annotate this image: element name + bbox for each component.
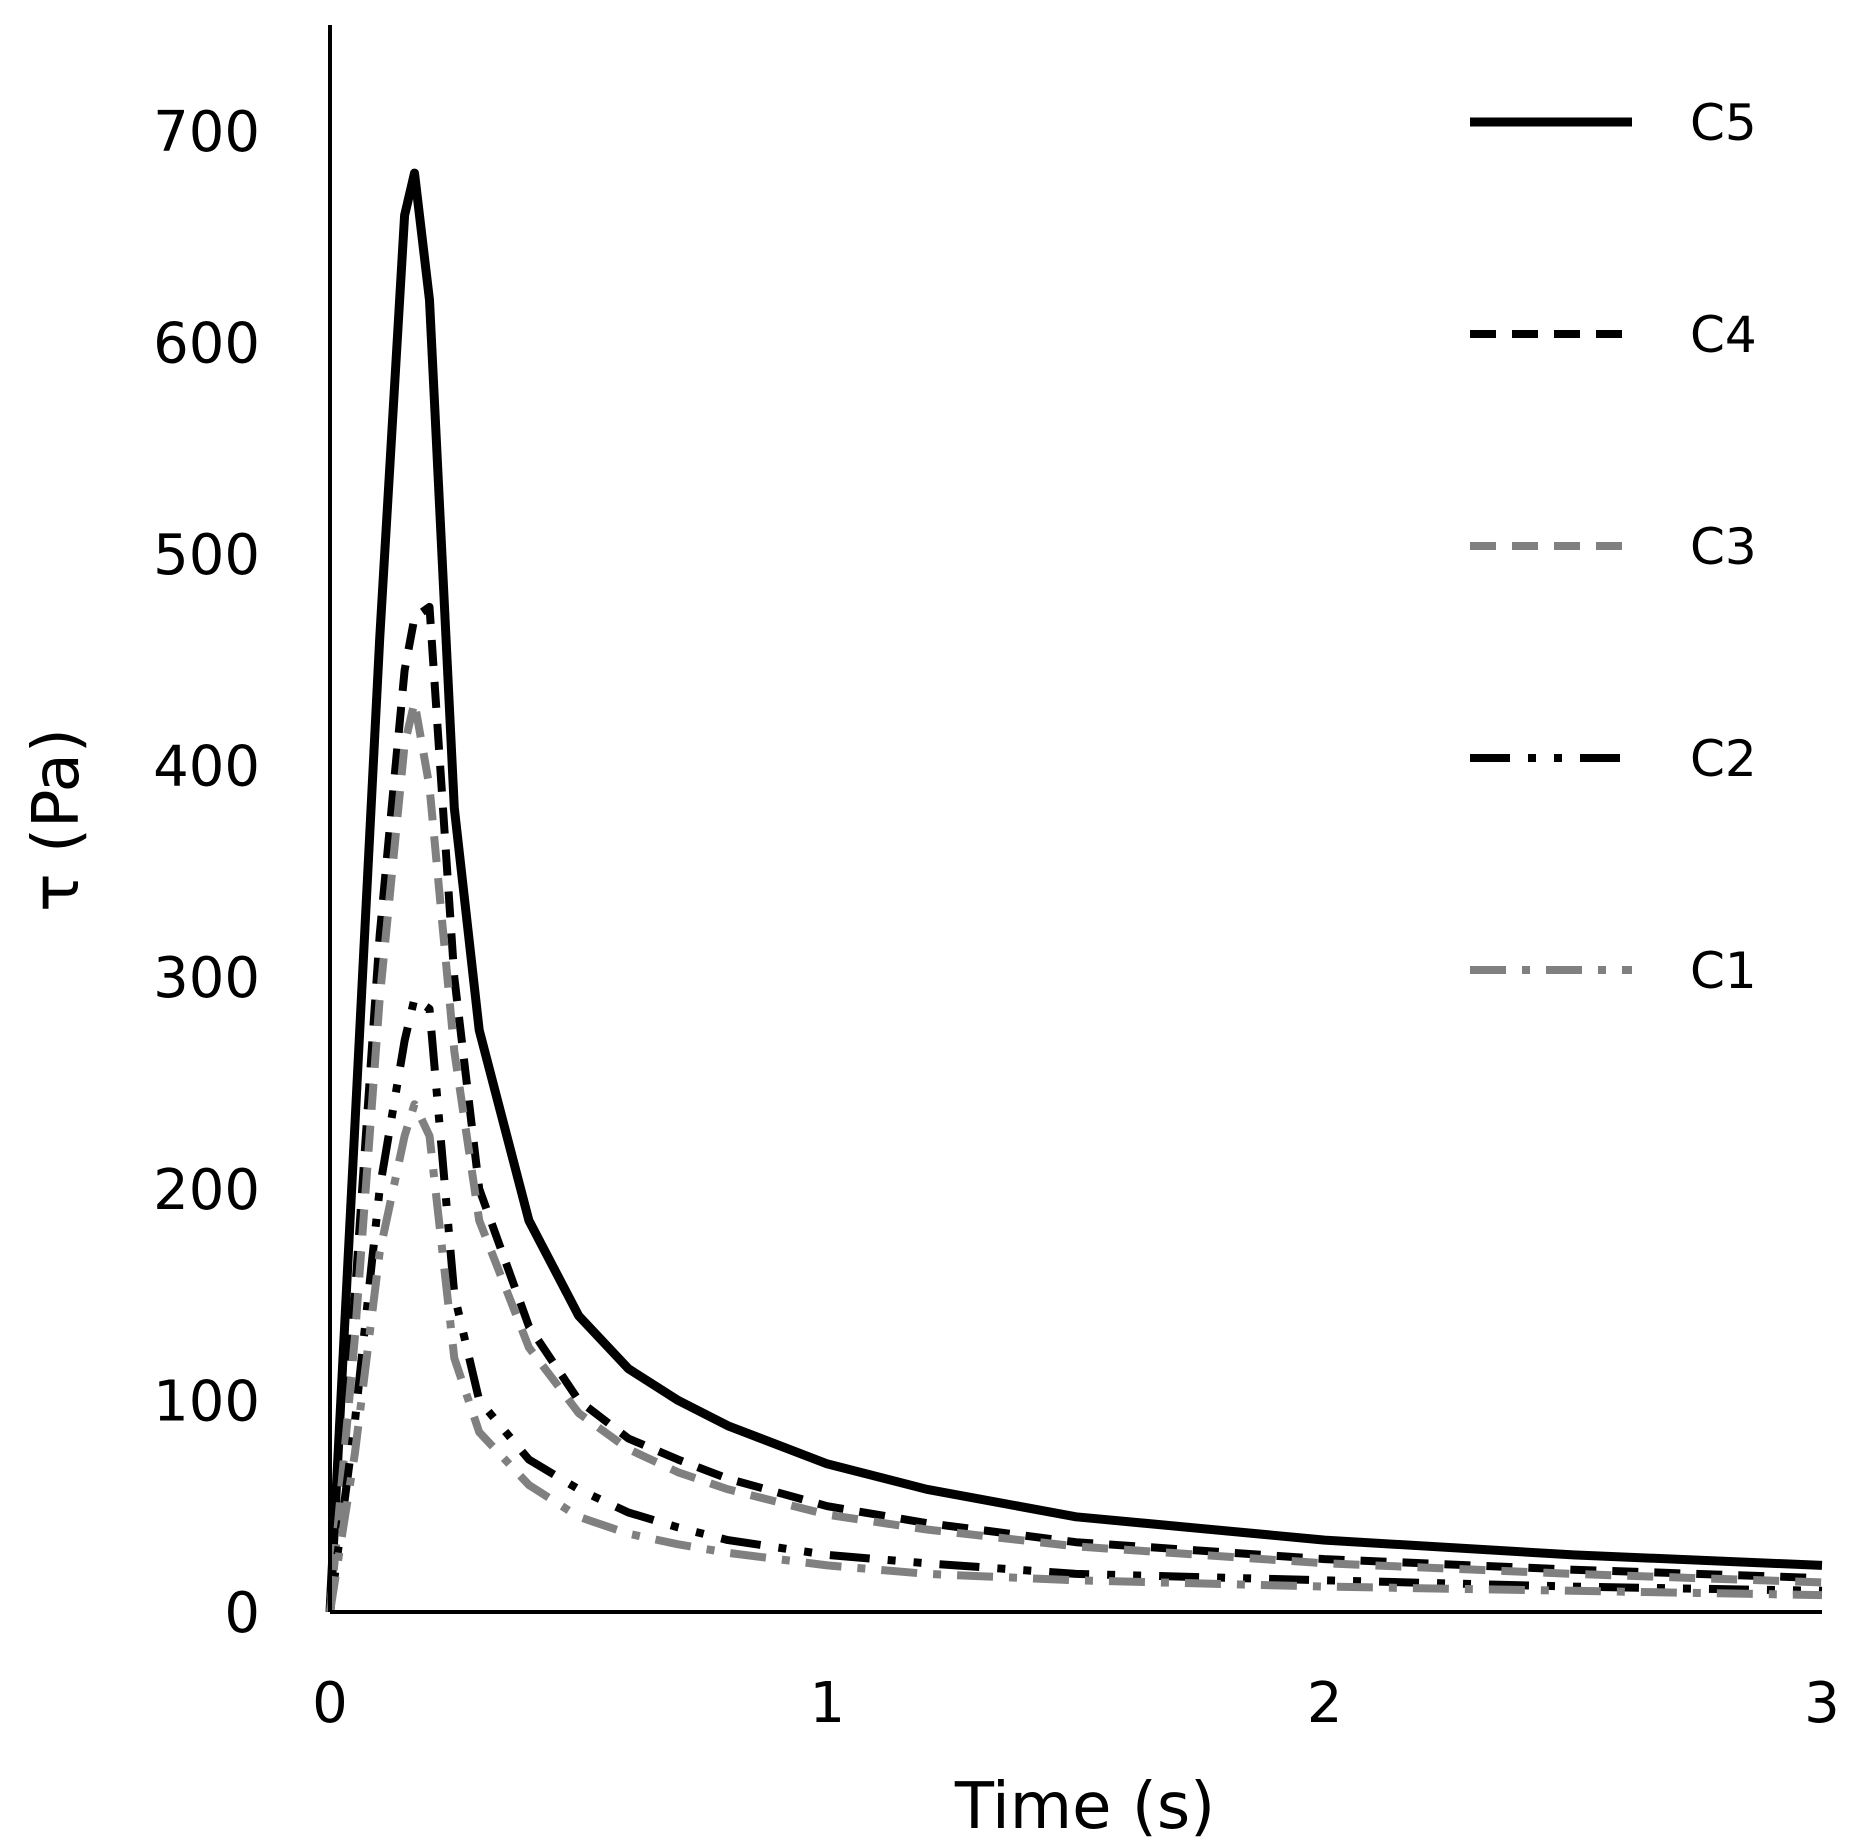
series-line-c3 bbox=[326, 698, 1823, 1613]
y-tick-label: 100 bbox=[153, 1369, 260, 1434]
y-tick-label: 700 bbox=[153, 100, 260, 165]
x-tick-label: 1 bbox=[810, 1671, 846, 1736]
x-axis-title: Time (s) bbox=[954, 1770, 1215, 1844]
y-tick-label: 600 bbox=[153, 311, 260, 376]
y-tick-label: 0 bbox=[224, 1581, 260, 1646]
y-tick-labels: 0 100 200 300 400 500 600 700 bbox=[153, 100, 260, 1646]
legend-label-c2: C2 bbox=[1690, 730, 1757, 788]
y-axis-title: τ (Pa) bbox=[20, 728, 94, 912]
legend: C5 C4 C3 C2 C1 bbox=[1470, 94, 1757, 1000]
legend-label-c1: C1 bbox=[1690, 942, 1757, 1000]
series-line-c4 bbox=[326, 602, 1823, 1613]
y-tick-label: 200 bbox=[153, 1158, 260, 1223]
y-tick-label: 400 bbox=[153, 735, 260, 800]
x-tick-label: 3 bbox=[1804, 1671, 1840, 1736]
x-tick-labels: 0 1 2 3 bbox=[312, 1671, 1840, 1736]
legend-label-c5: C5 bbox=[1690, 94, 1757, 152]
x-tick-label: 0 bbox=[312, 1671, 348, 1736]
legend-label-c3: C3 bbox=[1690, 518, 1757, 576]
legend-label-c4: C4 bbox=[1690, 306, 1757, 364]
x-tick-label: 2 bbox=[1307, 1671, 1343, 1736]
series-layer bbox=[325, 168, 1823, 1613]
series-line-c5 bbox=[325, 168, 1823, 1613]
series-line-c1 bbox=[326, 1100, 1823, 1613]
y-tick-label: 500 bbox=[153, 523, 260, 588]
y-tick-label: 300 bbox=[153, 946, 260, 1011]
series-line-c2 bbox=[326, 994, 1823, 1613]
